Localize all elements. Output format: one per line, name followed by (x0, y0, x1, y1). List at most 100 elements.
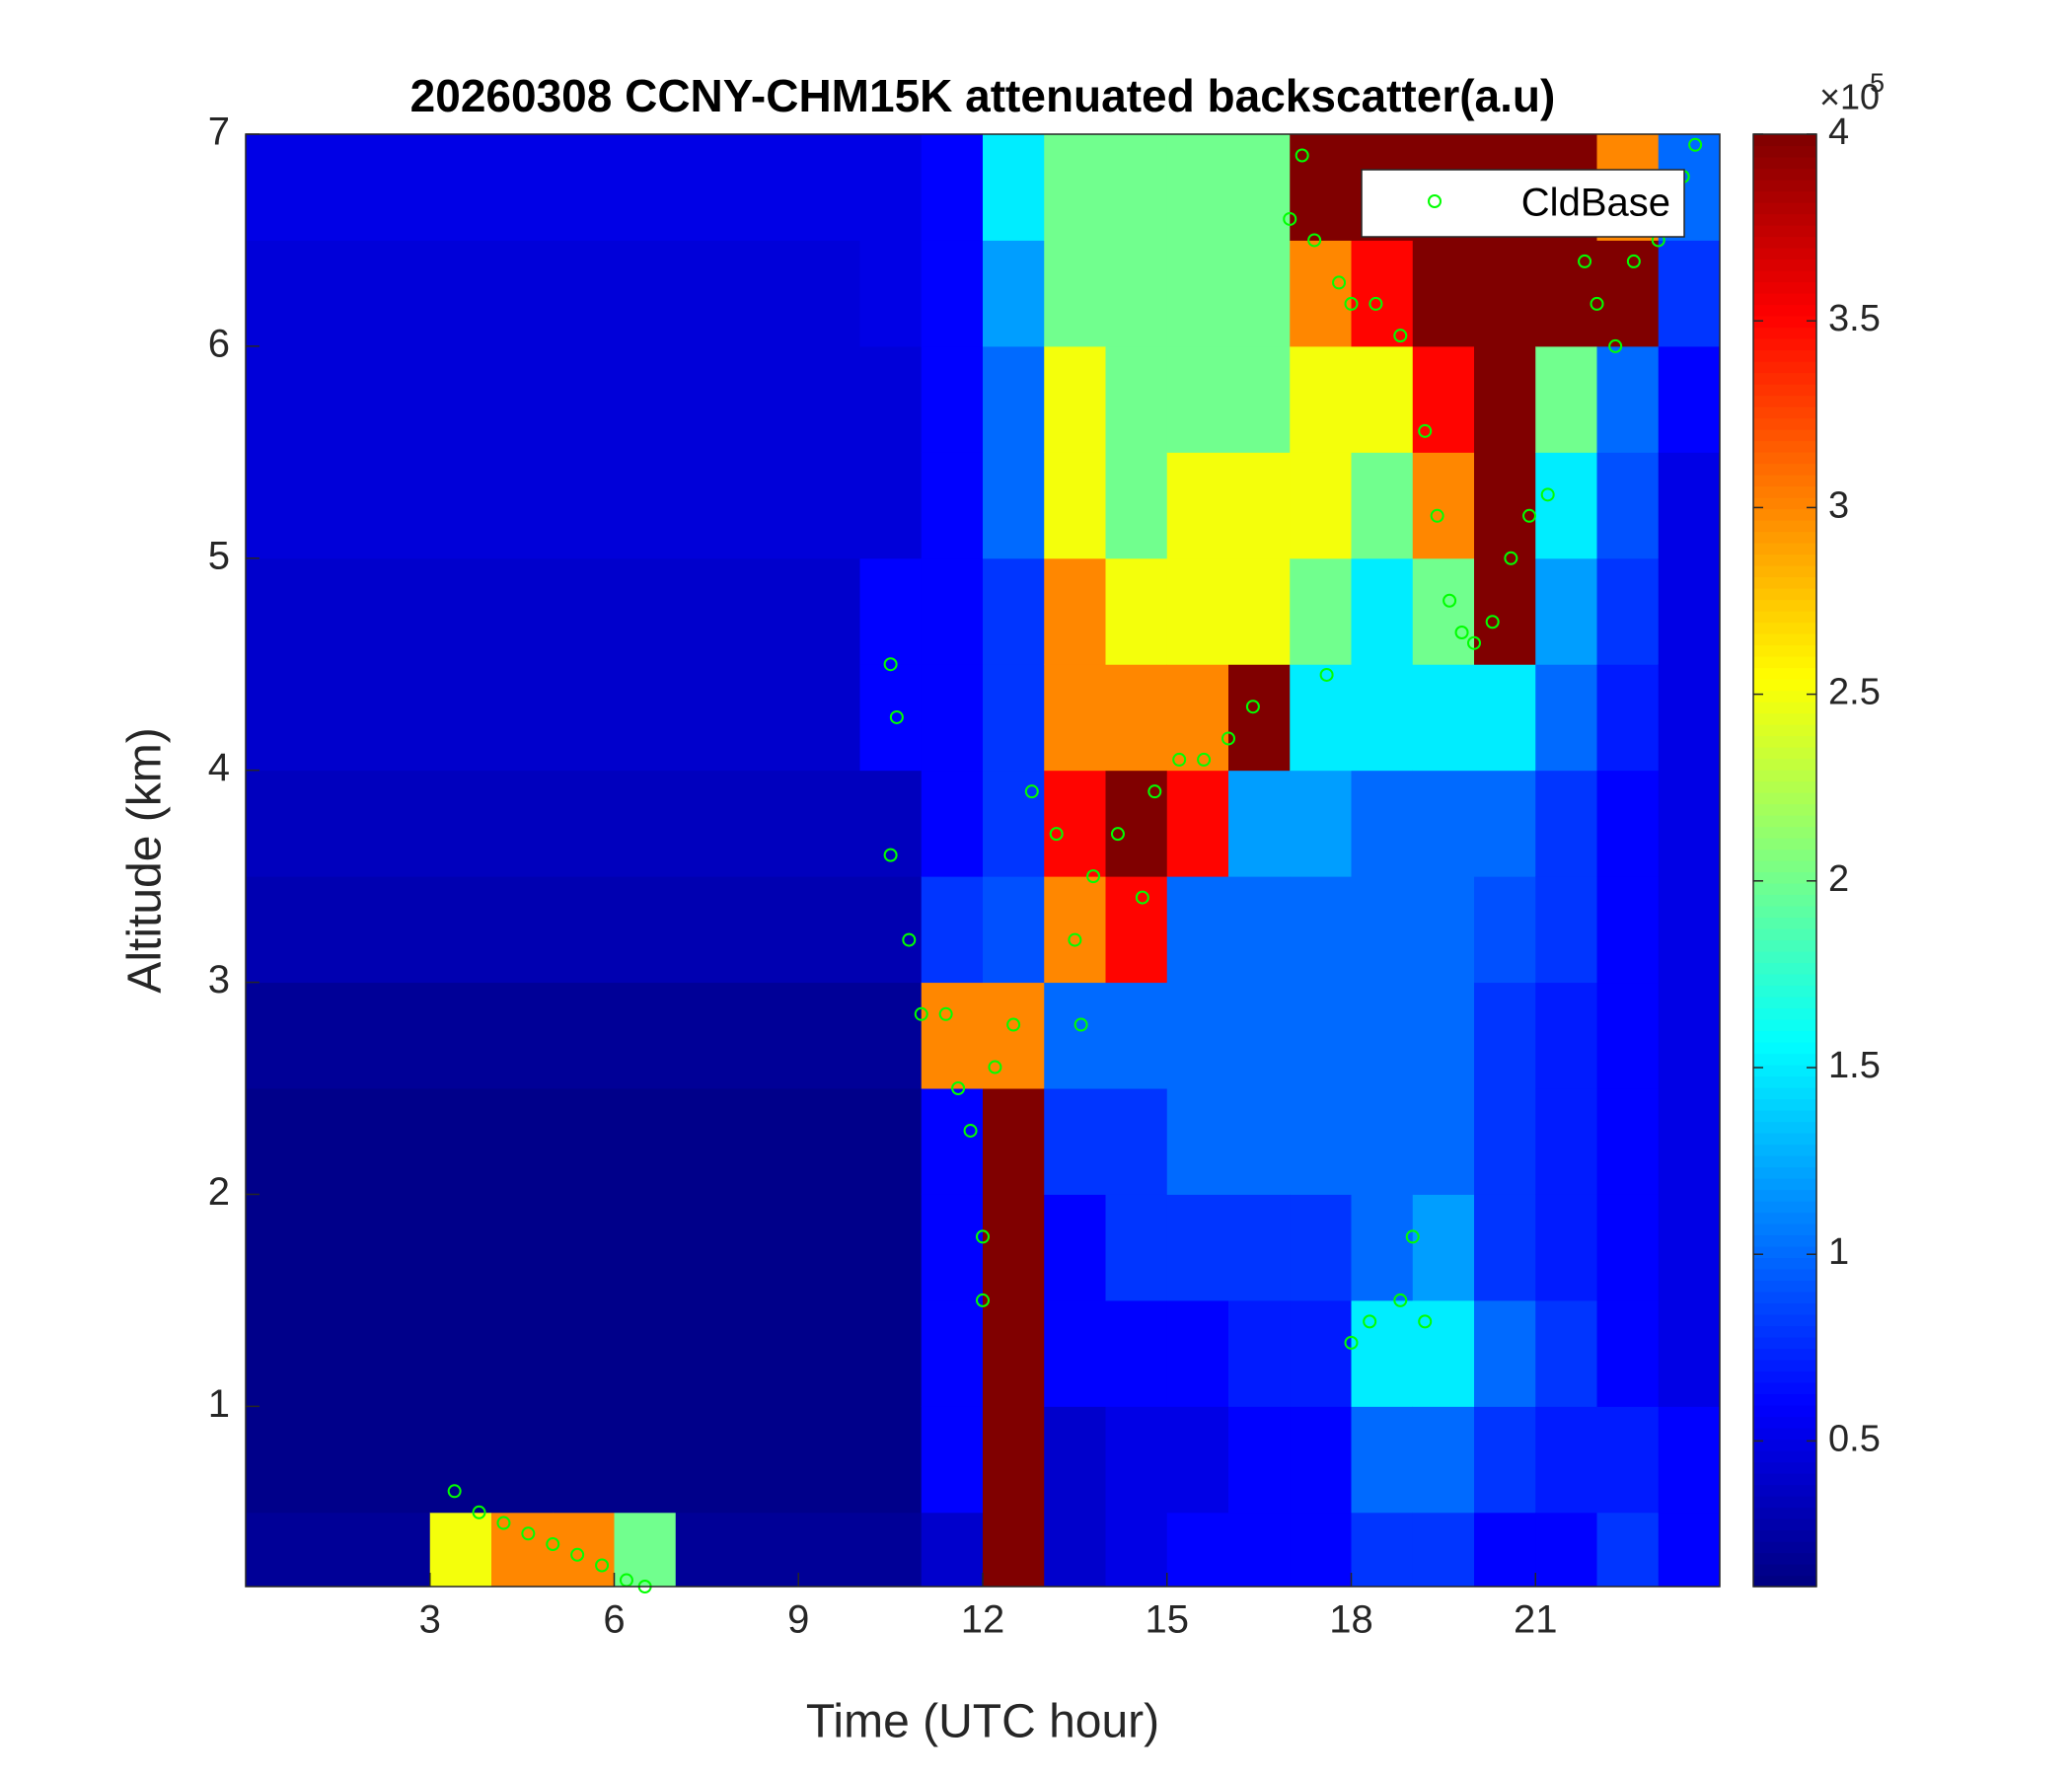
heat-cell (921, 1299, 984, 1407)
cloud-base-point (1540, 487, 1555, 502)
heat-cell (307, 1194, 369, 1301)
heat-cell (1228, 1194, 1291, 1301)
cloud-base-point (1295, 148, 1309, 163)
heat-cell (1596, 982, 1660, 1089)
heat-cell (1290, 770, 1352, 877)
colorbar-step (1753, 190, 1816, 203)
heat-cell (307, 876, 369, 984)
heat-cell (429, 1512, 492, 1588)
heat-cell (1044, 345, 1106, 453)
colorbar-step (1753, 1133, 1816, 1146)
colorbar-step (1753, 917, 1816, 929)
colorbar-step (1753, 1382, 1816, 1395)
colorbar-step (1753, 225, 1816, 238)
heat-cell (737, 664, 799, 772)
heat-cell (1351, 876, 1414, 984)
colorbar-step (1753, 871, 1816, 884)
heat-cell (1412, 345, 1475, 453)
heat-cell (491, 557, 554, 665)
heat-cell (798, 876, 860, 984)
colorbar-step (1753, 1030, 1816, 1043)
heat-cell (983, 770, 1045, 877)
colorbar-step (1753, 372, 1816, 385)
heat-cell (491, 345, 554, 453)
colorbar-step (1753, 520, 1816, 533)
heat-cell (1596, 452, 1660, 559)
heat-cell (1474, 982, 1536, 1089)
y-axis-label: Altitude (km) (119, 727, 172, 993)
cloud-base-point (1049, 827, 1064, 842)
heat-cell (1596, 1406, 1660, 1514)
colorbar-step (1753, 588, 1816, 601)
heat-cell (429, 1406, 492, 1514)
colorbar-step (1753, 1552, 1816, 1565)
colorbar-step (1753, 463, 1816, 476)
heat-cell (429, 452, 492, 559)
heat-cell (307, 557, 369, 665)
heat-cell (983, 1512, 1045, 1588)
heat-cell (246, 876, 308, 984)
colorbar-step (1753, 338, 1816, 351)
colorbar-step (1753, 384, 1816, 397)
colorbar-step (1753, 316, 1816, 329)
heat-cell (1166, 1088, 1229, 1195)
heat-cell (983, 345, 1045, 453)
heat-cell (1658, 982, 1721, 1089)
heat-cell (1535, 1194, 1597, 1301)
heat-cell (1474, 452, 1536, 559)
heat-cell (1474, 770, 1536, 877)
heat-cell (246, 1088, 308, 1195)
colorbar-step (1753, 1269, 1816, 1282)
heat-cell (307, 345, 369, 453)
heat-cell (553, 345, 615, 453)
colorbar-step (1753, 883, 1816, 896)
colorbar-step (1753, 1121, 1816, 1134)
colorbar-frame (1752, 133, 1817, 1588)
heat-cell (368, 1194, 431, 1301)
heat-cell (1412, 1088, 1475, 1195)
heat-cell (1228, 452, 1291, 559)
heat-cell (675, 876, 738, 984)
heat-cell (491, 1194, 554, 1301)
colorbar-step (1753, 281, 1816, 294)
heat-cell (921, 1194, 984, 1301)
heat-cell (1535, 1299, 1597, 1407)
heat-cell (1290, 664, 1352, 772)
colorbar-step (1753, 792, 1816, 805)
colorbar-step (1753, 656, 1816, 669)
heat-cell (1351, 1299, 1414, 1407)
heat-cell (1658, 557, 1721, 665)
heat-cell (1290, 1299, 1352, 1407)
cloud-base-point (1068, 932, 1082, 947)
colorbar-step (1753, 1325, 1816, 1338)
heat-cell (859, 345, 923, 453)
heat-cell (429, 1299, 492, 1407)
colorbar: 0.5 1 1.5 2 2.5 3 3.5 4 (1752, 111, 1881, 1588)
heat-cell (675, 345, 738, 453)
colorbar-step (1753, 667, 1816, 680)
cloud-base-point (1332, 275, 1347, 290)
colorbar-step (1753, 1518, 1816, 1531)
colorbar-step (1753, 735, 1816, 748)
y-tick-label: 4 (208, 746, 230, 789)
heat-cell (1105, 240, 1168, 347)
heat-cell (798, 557, 860, 665)
heat-cell (1474, 345, 1536, 453)
heat-cell (307, 1512, 369, 1588)
heat-cell (737, 240, 799, 347)
heat-cell (368, 1406, 431, 1514)
cloud-base-point (883, 657, 898, 672)
colorbar-step (1753, 962, 1816, 975)
colorbar-step (1753, 497, 1816, 510)
x-axis-label: Time (UTC hour) (806, 1696, 1159, 1748)
heat-cell (491, 1406, 554, 1514)
colorbar-step (1753, 1007, 1816, 1020)
heat-cell (1658, 1088, 1721, 1195)
chart-title: 20260308 CCNY-CHM15K attenuated backscat… (410, 70, 1556, 121)
heat-cell (614, 134, 677, 241)
heat-cell (553, 240, 615, 347)
colorbar-step (1753, 1428, 1816, 1441)
colorbar-step (1753, 1348, 1816, 1361)
cloud-base-point (546, 1537, 560, 1552)
cloud-base-point (447, 1484, 462, 1499)
